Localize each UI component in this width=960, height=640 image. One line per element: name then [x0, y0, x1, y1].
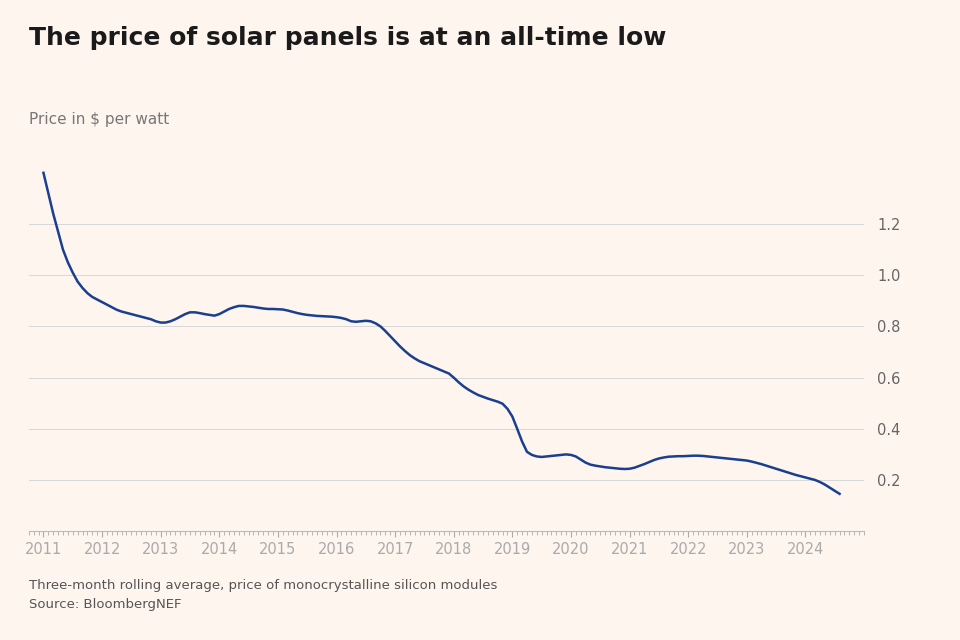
- Text: The price of solar panels is at an all-time low: The price of solar panels is at an all-t…: [29, 26, 666, 50]
- Text: Source: BloombergNEF: Source: BloombergNEF: [29, 598, 181, 611]
- Text: Price in $ per watt: Price in $ per watt: [29, 112, 169, 127]
- Text: Three-month rolling average, price of monocrystalline silicon modules: Three-month rolling average, price of mo…: [29, 579, 497, 592]
